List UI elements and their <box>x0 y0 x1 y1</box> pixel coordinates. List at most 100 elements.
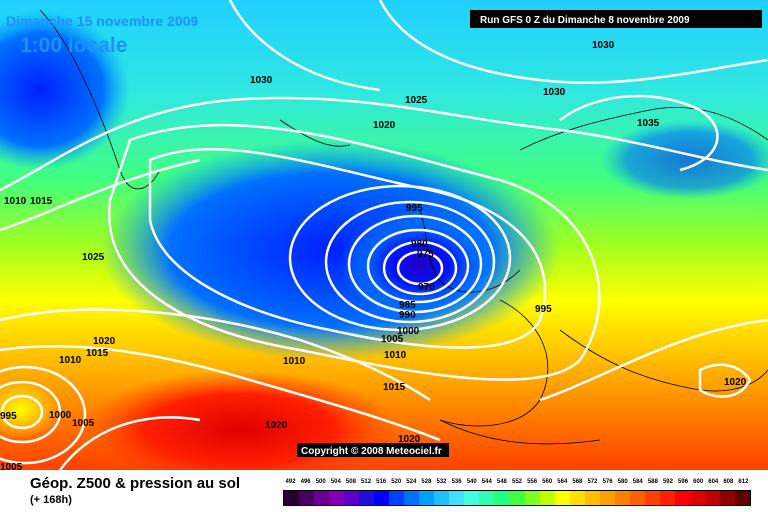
color-scale-swatch <box>659 491 675 505</box>
color-scale-labels: 492 496 500 504 508 512 516 520 524 528 532 536 540 5… <box>283 479 751 489</box>
color-scale-label: 612 <box>738 479 749 485</box>
isobar-label: 1030 <box>250 75 273 86</box>
color-scale-swatch <box>449 491 465 505</box>
color-scale-label: 500 <box>315 479 326 485</box>
isobar-label: 990 <box>399 310 416 321</box>
color-scale-label: 536 <box>451 479 462 485</box>
color-scale-swatch <box>314 491 330 505</box>
isobar-label: 1005 <box>381 334 404 345</box>
color-scale-label: 576 <box>602 479 613 485</box>
color-scale-label: 564 <box>557 479 568 485</box>
color-scale-swatch <box>509 491 525 505</box>
isobar-label: 1000 <box>49 410 72 421</box>
isobar-label: 1020 <box>373 120 396 131</box>
isobar-label: 1020 <box>265 420 288 431</box>
color-scale-swatch <box>419 491 435 505</box>
isobar-label: 1025 <box>82 252 105 263</box>
legend-panel: Géop. Z500 & pression au sol (+ 168h) 49… <box>0 470 768 512</box>
isobar-label: 975 <box>417 249 434 260</box>
color-scale-label: 512 <box>361 479 372 485</box>
color-scale-label: 580 <box>617 479 628 485</box>
isobar-label: 1030 <box>543 87 566 98</box>
color-scale-swatch <box>629 491 645 505</box>
color-scale-label: 528 <box>421 479 432 485</box>
color-scale-label: 492 <box>285 479 296 485</box>
color-scale-label: 532 <box>436 479 447 485</box>
color-scale-swatch <box>299 491 315 505</box>
color-scale-label: 516 <box>376 479 387 485</box>
color-scale-swatch <box>584 491 600 505</box>
color-scale-swatch <box>734 491 750 505</box>
color-scale-swatch <box>569 491 585 505</box>
color-scale-label: 588 <box>647 479 658 485</box>
run-info: Run GFS 0 Z du Dimanche 8 novembre 2009 <box>480 15 690 26</box>
color-scale-swatch <box>359 491 375 505</box>
z500-low-core <box>340 210 500 320</box>
color-scale-label: 568 <box>572 479 583 485</box>
color-scale-bar <box>283 490 751 506</box>
isobar-label: 1020 <box>724 377 747 388</box>
color-scale-swatch <box>479 491 495 505</box>
isobar-label: 1000 <box>397 326 420 337</box>
isobar-label: 995 <box>406 203 423 214</box>
color-scale-swatch <box>704 491 720 505</box>
color-scale-swatch <box>614 491 630 505</box>
isobar-label: 995 <box>0 411 17 422</box>
isobar-label: 980 <box>411 239 428 250</box>
color-scale-label: 560 <box>542 479 553 485</box>
color-scale-swatch <box>344 491 360 505</box>
isobar-label: 1020 <box>398 434 421 445</box>
color-scale-label: 544 <box>481 479 492 485</box>
forecast-date: Dimanche 15 novembre 2009 <box>6 13 198 29</box>
legend-title: Géop. Z500 & pression au sol <box>30 475 241 492</box>
z500-low-greenland <box>0 10 130 170</box>
z500-low-scandinavia <box>600 120 768 200</box>
isobar-label: 1005 <box>0 462 23 470</box>
forecast-time: 1:00 locale <box>20 34 127 57</box>
color-scale-label: 604 <box>708 479 719 485</box>
weather-map: 1030 1030 1030 1035 1025 1020 1010 1015 … <box>0 0 768 470</box>
isobar-label: 985 <box>399 300 416 311</box>
color-scale-swatch <box>374 491 390 505</box>
color-scale-swatch <box>599 491 615 505</box>
isobar-label: 970 <box>418 282 435 293</box>
legend-subtitle: (+ 168h) <box>30 494 72 506</box>
run-info-box <box>470 10 762 28</box>
color-scale: 492 496 500 504 508 512 516 520 524 528 532 536 540 5… <box>283 479 751 509</box>
isobar-label: 1015 <box>86 348 109 359</box>
color-scale-swatch <box>689 491 705 505</box>
color-scale-label: 556 <box>527 479 538 485</box>
color-scale-swatch <box>284 491 300 505</box>
isobar-label: 1005 <box>72 418 95 429</box>
z500-high-west <box>0 380 60 440</box>
color-scale-label: 524 <box>406 479 417 485</box>
color-scale-swatch <box>464 491 480 505</box>
color-scale-swatch <box>539 491 555 505</box>
isobar-label: 1025 <box>405 95 428 106</box>
color-scale-swatch <box>404 491 420 505</box>
color-scale-label: 540 <box>466 479 477 485</box>
color-scale-swatch <box>674 491 690 505</box>
color-scale-label: 596 <box>678 479 689 485</box>
color-scale-label: 548 <box>496 479 507 485</box>
color-scale-swatch <box>719 491 735 505</box>
isobar-label: 1015 <box>30 196 53 207</box>
color-scale-swatch <box>554 491 570 505</box>
color-scale-swatch <box>434 491 450 505</box>
color-scale-label: 600 <box>693 479 704 485</box>
isobar-labels: 1030 1030 1030 1035 1025 1020 1010 1015 … <box>0 40 747 470</box>
color-scale-label: 552 <box>511 479 522 485</box>
isobar-label: 1030 <box>592 40 615 51</box>
isobar-label: 1010 <box>384 350 407 361</box>
color-scale-swatch <box>329 491 345 505</box>
isobar-label: 1035 <box>637 118 660 129</box>
color-scale-swatch <box>389 491 405 505</box>
color-scale-swatch <box>644 491 660 505</box>
copyright: Copyright © 2008 Meteociel.fr <box>301 446 442 457</box>
color-scale-swatch <box>494 491 510 505</box>
isobar-label: 1010 <box>59 355 82 366</box>
isobar-label: 1020 <box>93 336 116 347</box>
copyright-box <box>297 443 449 457</box>
color-scale-swatch <box>524 491 540 505</box>
